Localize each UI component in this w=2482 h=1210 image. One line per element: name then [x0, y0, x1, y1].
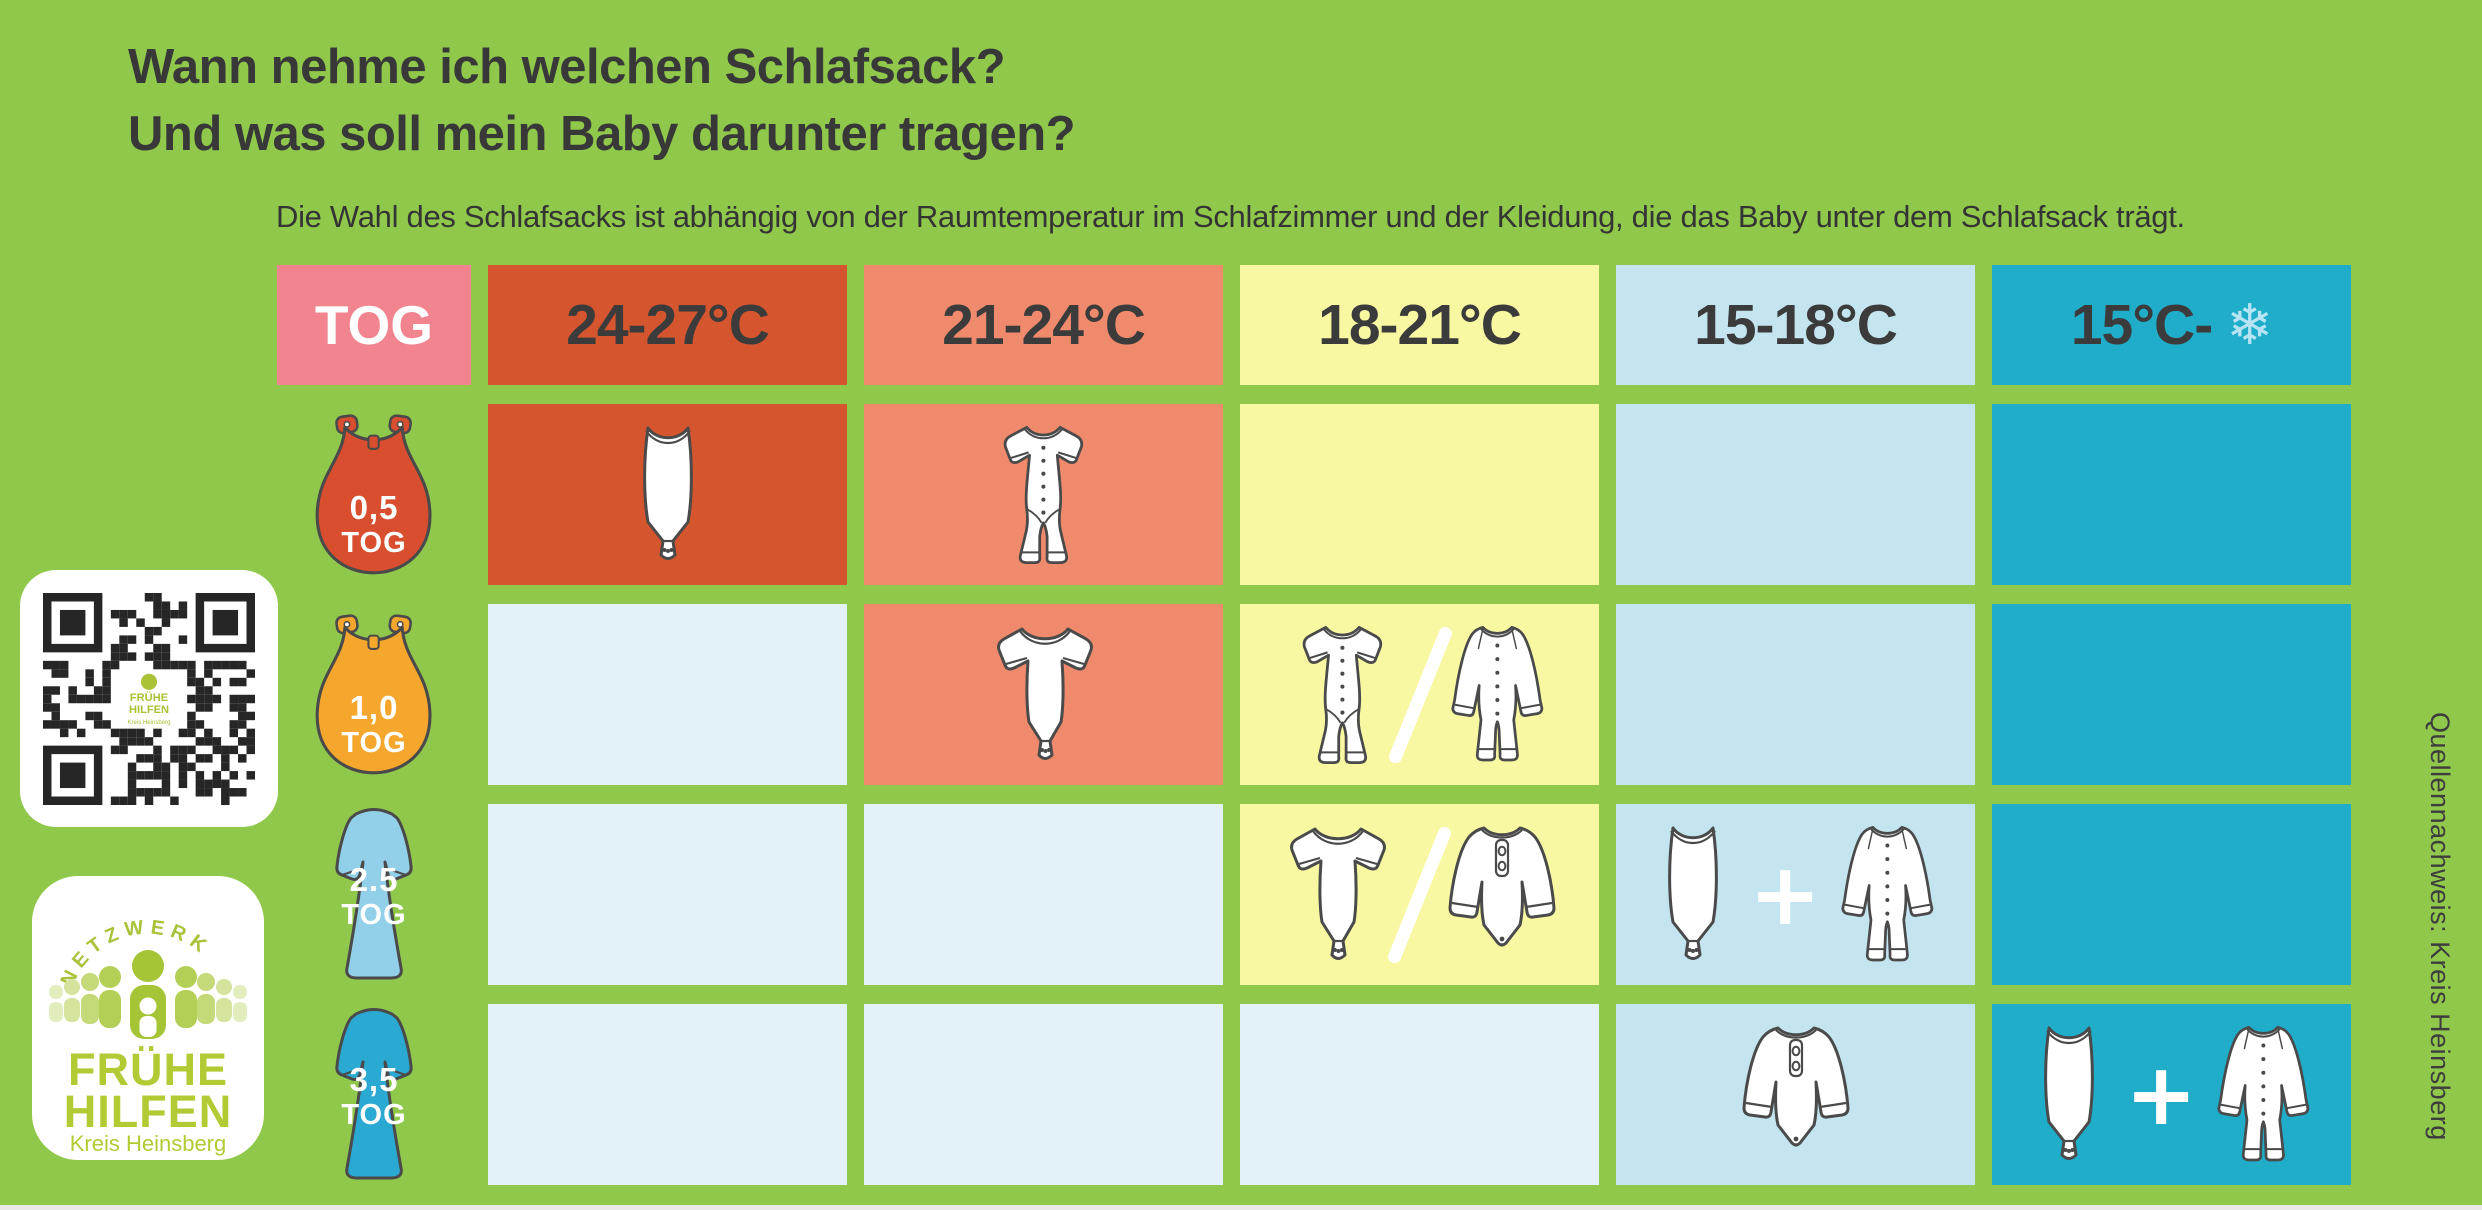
table-cell-r3c2 [864, 804, 1223, 985]
temperature-header-label: 24-27°C [566, 293, 770, 357]
tog-row-label-1: 0,5 TOG [277, 404, 471, 585]
svg-text:FRÜHE: FRÜHE [130, 691, 168, 704]
logo-line-2: HILFEN [64, 1086, 233, 1137]
bodysuit-long-sleeve-icon [1734, 1020, 1858, 1170]
table-cell-r2c4 [1616, 604, 1975, 785]
table-cell-r4c1 [488, 1004, 847, 1185]
table-cell-r3c5 [1992, 804, 2351, 985]
temperature-header-1: 24-27°C [488, 265, 847, 385]
bodysuit-sleeveless-icon [1647, 820, 1739, 970]
snowflake-icon: ❄ [2226, 293, 2273, 356]
logo-line-1: FRÜHE [68, 1044, 228, 1095]
logo-line-3: Kreis Heinsberg [70, 1131, 227, 1156]
source-note: Quellennachweis: Kreis Heinsberg [2425, 712, 2455, 1141]
temperature-header-label: 15°C- [2070, 293, 2213, 357]
page-title: Wann nehme ich welchen Schlafsack? Und w… [128, 34, 1076, 168]
sleepsuit-long-sleeve-icon [2207, 1020, 2320, 1170]
bodysuit-short-sleeve-icon [1275, 820, 1399, 970]
plus-separator: + [2125, 1044, 2198, 1145]
family-network-icon [49, 950, 247, 1039]
table-cell-r3c1 [488, 804, 847, 985]
plus-separator: + [1749, 844, 1822, 945]
tog-row-label-3: 2.5 TOG [277, 804, 471, 985]
sleeping-bag-sleeveless-icon [306, 409, 441, 581]
title-line-2: Und was soll mein Baby darunter tragen? [128, 107, 1076, 161]
tog-column-header: TOG [277, 265, 471, 385]
romper-short-sleeve-icon [1285, 620, 1400, 770]
temperature-header-2: 21-24°C [864, 265, 1223, 385]
bodysuit-sleeveless-icon [2023, 1020, 2115, 1170]
table-cell-r1c4 [1616, 404, 1975, 585]
tog-header-label: TOG [314, 294, 434, 356]
bodysuit-long-sleeve-icon [1440, 820, 1564, 970]
table-cell-r2c3 [1240, 604, 1599, 785]
table-cell-r2c5 [1992, 604, 2351, 785]
table-cell-r1c5 [1992, 404, 2351, 585]
temperature-header-4: 15-18°C [1616, 265, 1975, 385]
temperature-header-label: 15-18°C [1694, 293, 1898, 357]
table-cell-r2c2 [864, 604, 1223, 785]
tog-row-label-2: 1,0 TOG [277, 604, 471, 785]
sleepsuit-long-sleeve-icon [1441, 620, 1554, 770]
temperature-header-label: 21-24°C [942, 293, 1146, 357]
bodysuit-sleeveless-icon [622, 420, 714, 570]
tog-table: TOG 24-27°C 21-24°C 18-21°C 15-18°C 15°C- ❄ 0,5… [277, 265, 2351, 1185]
subtitle: Die Wahl des Schlafsacks ist abhängig vo… [276, 199, 2185, 234]
tog-row-label-4: 3,5 TOG [277, 1004, 471, 1185]
table-cell-r3c3 [1240, 804, 1599, 985]
table-cell-r1c2 [864, 404, 1223, 585]
table-cell-r4c3 [1240, 1004, 1599, 1185]
sleeping-bag-sleeveless-icon [306, 609, 441, 781]
sleeping-gown-long-sleeve-icon [299, 800, 449, 990]
table-cell-r4c4 [1616, 1004, 1975, 1185]
romper-short-sleeve-icon [986, 420, 1101, 570]
table-cell-r1c3 [1240, 404, 1599, 585]
bottom-edge-strip [0, 1205, 2482, 1210]
temperature-header-label: 18-21°C [1318, 293, 1522, 357]
table-cell-r4c2 [864, 1004, 1223, 1185]
netzwerk-fruehe-hilfen-logo: NETZWERK [32, 876, 264, 1160]
sleeping-gown-long-sleeve-icon [299, 1000, 449, 1190]
svg-text:HILFEN: HILFEN [129, 704, 169, 716]
table-cell-r3c4: + [1616, 804, 1975, 985]
temperature-header-5: 15°C- ❄ [1992, 265, 2351, 385]
temperature-header-3: 18-21°C [1240, 265, 1599, 385]
qr-code: FRÜHE HILFEN Kreis Heinsberg [20, 570, 278, 827]
svg-text:Kreis Heinsberg: Kreis Heinsberg [127, 720, 170, 726]
sleepsuit-long-sleeve-icon [1831, 820, 1944, 970]
title-line-1: Wann nehme ich welchen Schlafsack? [128, 40, 1006, 94]
table-cell-r1c1 [488, 404, 847, 585]
table-cell-r2c1 [488, 604, 847, 785]
table-cell-r4c5: + [1992, 1004, 2351, 1185]
bodysuit-short-sleeve-icon [982, 620, 1106, 770]
